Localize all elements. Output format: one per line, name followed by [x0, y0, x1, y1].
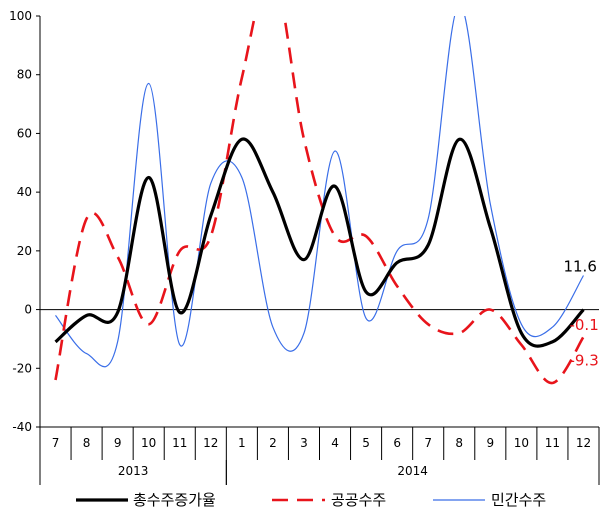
x-tick-label: 5	[362, 436, 370, 450]
x-tick-label: 7	[52, 436, 60, 450]
end-value-label: 11.6	[563, 257, 596, 275]
x-tick-label: 8	[455, 436, 463, 450]
series-line-2	[55, 16, 585, 368]
x-tick-label: 1	[238, 436, 246, 450]
year-label: 2013	[118, 464, 149, 478]
legend-label: 공공수주	[331, 491, 386, 509]
x-tick-label: 11	[545, 436, 560, 450]
end-value-label: -0.1	[569, 316, 598, 334]
x-tick-label: 9	[486, 436, 494, 450]
y-tick-label: 0	[24, 303, 32, 317]
series-line-1	[54, 16, 585, 385]
end-value-label: -9.3	[569, 351, 598, 369]
end-labels: 11.6 -0.1 -9.3	[563, 257, 598, 369]
y-tick-label: -40	[12, 420, 32, 434]
x-tick-label: 9	[114, 436, 122, 450]
y-tick-label: 20	[17, 244, 32, 258]
x-tick-label: 8	[83, 436, 91, 450]
y-tick-label: 80	[17, 68, 32, 82]
y-tick-label: 40	[17, 185, 32, 199]
x-tick-label: 7	[424, 436, 432, 450]
series-layer	[54, 16, 585, 385]
x-tick-label: 12	[576, 436, 591, 450]
y-tick-label: -20	[12, 361, 32, 375]
x-tick-label: 2	[269, 436, 277, 450]
legend-label: 총수주증가율	[133, 491, 216, 509]
x-tick-label: 11	[172, 436, 187, 450]
y-tick-label: 100	[9, 9, 32, 23]
series-line-0	[54, 137, 585, 348]
x-tick-label: 4	[331, 436, 339, 450]
x-tick-label: 10	[514, 436, 529, 450]
x-tick-label: 3	[300, 436, 308, 450]
x-tick-label: 10	[141, 436, 156, 450]
x-tick-label: 12	[203, 436, 218, 450]
x-tick-label: 6	[393, 436, 401, 450]
year-label: 2014	[397, 464, 428, 478]
legend: 총수주증가율 공공수주 민간수주	[76, 491, 546, 509]
y-tick-label: 60	[17, 126, 32, 140]
legend-label: 민간수주	[491, 491, 546, 509]
y-axis: -40 -20 0 20 40 60 80 100	[9, 9, 599, 434]
